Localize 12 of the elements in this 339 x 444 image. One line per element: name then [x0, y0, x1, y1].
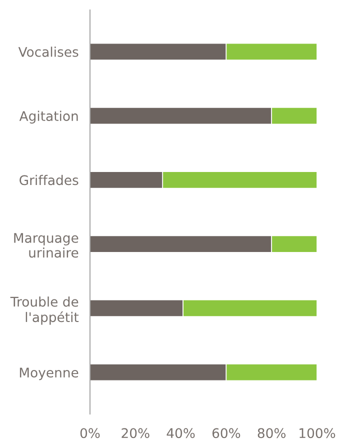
- x-tick-label: 0%: [80, 428, 100, 438]
- y-tick-label: Vocalises: [18, 46, 78, 57]
- y-tick-label: Agitation: [19, 110, 78, 124]
- y-tick-label: Griffades: [20, 174, 78, 186]
- x-tick-label: 60%: [212, 428, 240, 438]
- x-tick-label: 80%: [258, 428, 286, 438]
- y-tick-label: Trouble de l'appétit: [10, 296, 79, 325]
- y-tick-label: Moyenne: [20, 368, 78, 380]
- x-tick-label: 100%: [300, 428, 336, 438]
- x-tick-label: 40%: [166, 428, 195, 438]
- x-tick-label: 20%: [122, 428, 150, 438]
- y-tick-label: Marquage urinaire: [14, 233, 78, 258]
